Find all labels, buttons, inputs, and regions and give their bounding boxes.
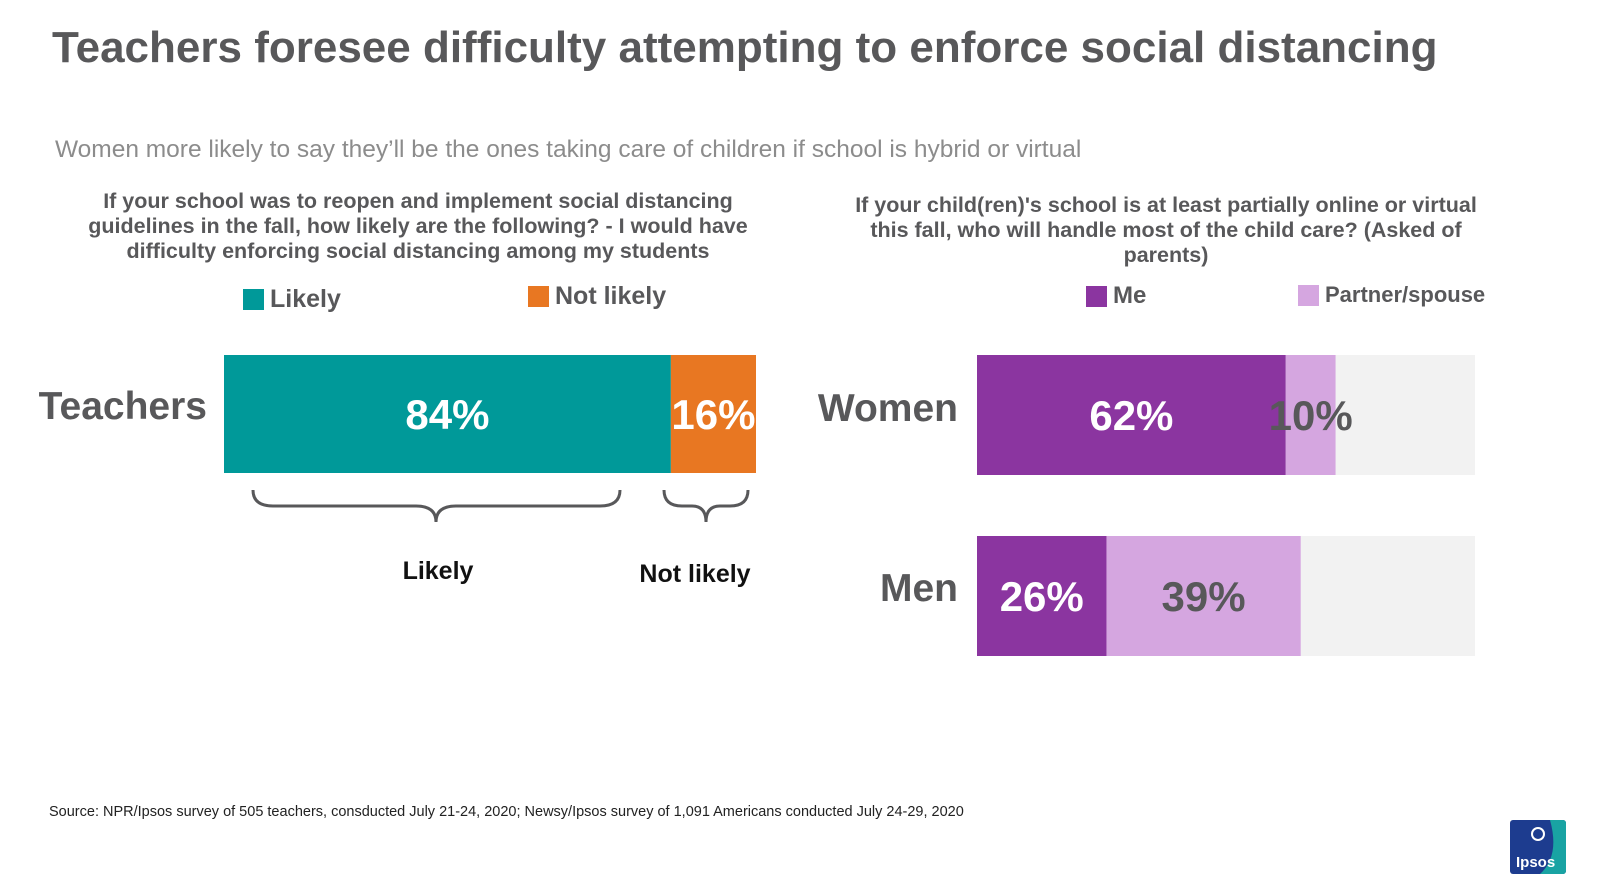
- bar-men-me: [977, 536, 1107, 656]
- category-label-men: Men: [880, 567, 958, 610]
- parents-stacked-bar-chart: 62% 10% 26% 39%: [977, 355, 1475, 656]
- legend-item-me: Me: [1086, 282, 1146, 310]
- brace-label-likely: Likely: [402, 557, 474, 585]
- data-label-men-partner-spouse: 39%: [1162, 573, 1246, 620]
- teachers-stacked-bar-chart: 84% 16%: [224, 355, 756, 523]
- left-question: If your school was to reopen and impleme…: [88, 189, 748, 263]
- legend-swatch-likely: [243, 289, 264, 310]
- ipsos-logo: Ipsos: [1510, 820, 1566, 874]
- legend-label-me: Me: [1113, 282, 1147, 309]
- legend-item-likely: Likely: [243, 285, 341, 314]
- category-label-women: Women: [817, 387, 958, 430]
- bar-women-me: [977, 355, 1286, 475]
- legend-swatch-me: [1086, 285, 1107, 307]
- legend-item-not-likely: Not likely: [528, 282, 666, 311]
- page-subtitle: Women more likely to say they’ll be the …: [55, 136, 1082, 163]
- data-label-teachers-not-likely: 16%: [671, 391, 755, 438]
- bar-teachers-not-likely: [670, 355, 756, 473]
- source-note: Source: NPR/Ipsos survey of 505 teachers…: [49, 804, 964, 820]
- data-label-women-me: 62%: [1089, 392, 1173, 439]
- logo-text: Ipsos: [1516, 854, 1556, 871]
- legend-label-not-likely: Not likely: [555, 282, 667, 310]
- data-label-men-me: 26%: [1000, 573, 1084, 620]
- category-label-teachers: Teachers: [38, 385, 207, 428]
- page-title: Teachers foresee difficulty attempting t…: [52, 23, 1438, 72]
- legend-swatch-partner-spouse: [1298, 284, 1319, 306]
- logo-mark-icon: [1510, 820, 1566, 874]
- legend-swatch-not-likely: [528, 286, 549, 307]
- bar-women-partner-spouse: [1285, 355, 1336, 475]
- right-question: If your child(ren)'s school is at least …: [855, 193, 1477, 267]
- data-label-teachers-likely: 84%: [405, 391, 489, 438]
- legend-label-likely: Likely: [270, 285, 341, 313]
- bar-men-partner-spouse: [1106, 536, 1301, 656]
- brace-not-likely: [662, 489, 750, 523]
- legend-label-partner-spouse: Partner/spouse: [1325, 282, 1486, 307]
- bar-teachers-likely: [224, 355, 671, 473]
- legend-item-partner-spouse: Partner/spouse: [1298, 282, 1485, 308]
- brace-label-not-likely: Not likely: [639, 560, 751, 588]
- brace-likely: [251, 489, 622, 523]
- data-label-women-partner-spouse: 10%: [1269, 392, 1353, 439]
